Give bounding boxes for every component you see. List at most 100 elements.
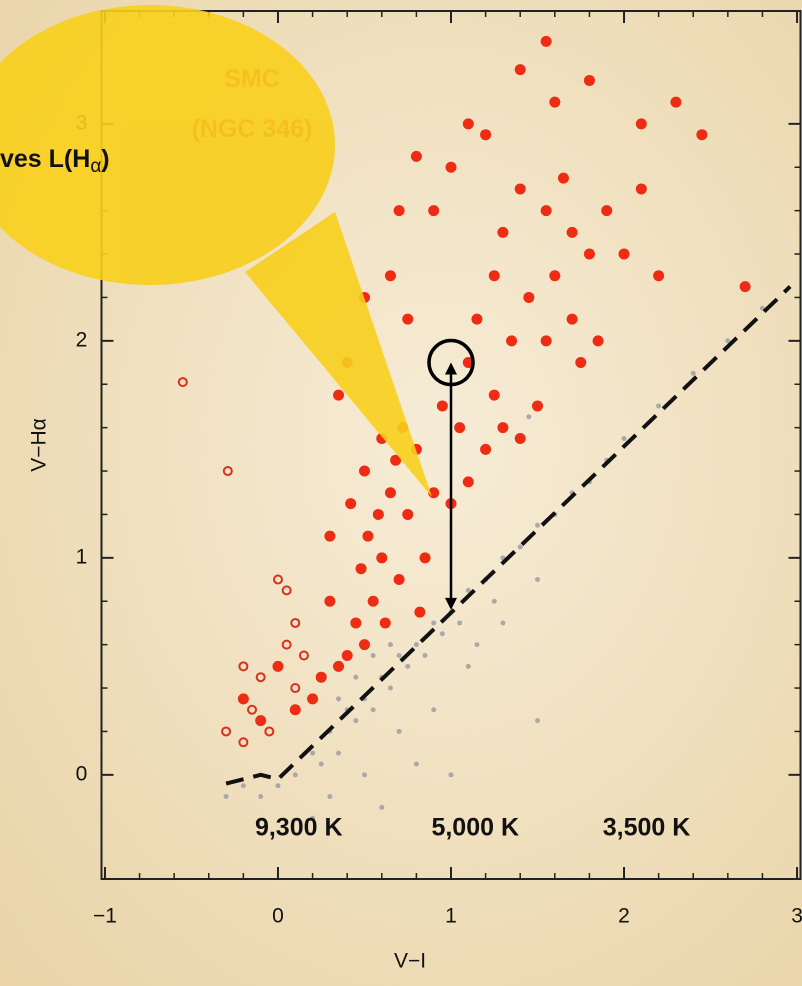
point bbox=[411, 151, 422, 162]
point bbox=[740, 281, 751, 292]
point bbox=[567, 227, 578, 238]
point bbox=[471, 314, 482, 325]
point bbox=[333, 390, 344, 401]
point bbox=[489, 270, 500, 281]
point bbox=[584, 249, 595, 260]
point bbox=[423, 653, 428, 658]
point bbox=[480, 129, 491, 140]
point bbox=[258, 794, 263, 799]
point bbox=[380, 617, 391, 628]
point bbox=[454, 422, 465, 433]
x-tick-label: 3 bbox=[791, 905, 802, 928]
point bbox=[394, 574, 405, 585]
point bbox=[474, 642, 479, 647]
point bbox=[619, 249, 630, 260]
point bbox=[532, 400, 543, 411]
point bbox=[333, 661, 344, 672]
point bbox=[500, 620, 505, 625]
point bbox=[670, 97, 681, 108]
point bbox=[535, 523, 540, 528]
point bbox=[316, 672, 327, 683]
x-tick-label: 0 bbox=[272, 905, 284, 928]
point bbox=[371, 707, 376, 712]
annotation-group: 5,000 K bbox=[431, 814, 519, 842]
point bbox=[368, 596, 379, 607]
point bbox=[336, 751, 341, 756]
point bbox=[359, 639, 370, 650]
callout-main: ves L(H bbox=[0, 145, 90, 173]
point bbox=[402, 314, 413, 325]
point bbox=[290, 704, 301, 715]
point bbox=[440, 631, 445, 636]
point bbox=[414, 607, 425, 618]
annotation: 3,500 K bbox=[603, 814, 691, 842]
point bbox=[397, 729, 402, 734]
point bbox=[350, 617, 361, 628]
point bbox=[449, 772, 454, 777]
point bbox=[359, 466, 370, 477]
y-axis-label: V−Hα bbox=[28, 418, 51, 472]
y-tick-label: 2 bbox=[76, 328, 88, 351]
point bbox=[272, 661, 283, 672]
point bbox=[388, 686, 393, 691]
point bbox=[327, 794, 332, 799]
point bbox=[293, 772, 298, 777]
point bbox=[601, 205, 612, 216]
point bbox=[388, 642, 393, 647]
point bbox=[653, 270, 664, 281]
point bbox=[373, 509, 384, 520]
x-tick-label: 2 bbox=[618, 905, 630, 928]
point bbox=[362, 772, 367, 777]
point bbox=[307, 693, 318, 704]
annotation-group: 3,500 K bbox=[603, 814, 691, 842]
point bbox=[362, 531, 373, 542]
point bbox=[437, 400, 448, 411]
annotation-group: 9,300 K bbox=[255, 814, 343, 842]
point bbox=[414, 761, 419, 766]
point bbox=[431, 620, 436, 625]
point bbox=[376, 552, 387, 563]
point bbox=[431, 707, 436, 712]
point bbox=[463, 118, 474, 129]
point bbox=[636, 118, 647, 129]
point bbox=[515, 64, 526, 75]
point bbox=[353, 675, 358, 680]
point bbox=[353, 718, 358, 723]
point bbox=[535, 718, 540, 723]
point bbox=[518, 544, 523, 549]
point bbox=[535, 577, 540, 582]
point bbox=[466, 664, 471, 669]
point bbox=[541, 205, 552, 216]
chart: −101230123 V−I V−Hα 9,300 K5,000 K3,500 … bbox=[0, 0, 802, 986]
point bbox=[371, 653, 376, 658]
point bbox=[414, 642, 419, 647]
point bbox=[402, 509, 413, 520]
point bbox=[420, 552, 431, 563]
point bbox=[636, 183, 647, 194]
point bbox=[489, 390, 500, 401]
point bbox=[342, 650, 353, 661]
point bbox=[385, 487, 396, 498]
annotation: 9,300 K bbox=[255, 814, 343, 842]
point bbox=[549, 97, 560, 108]
point bbox=[394, 205, 405, 216]
point bbox=[575, 357, 586, 368]
point bbox=[480, 444, 491, 455]
point bbox=[584, 75, 595, 86]
callout-subscript: α bbox=[90, 156, 101, 177]
point bbox=[238, 693, 249, 704]
point bbox=[492, 599, 497, 604]
point bbox=[526, 414, 531, 419]
point bbox=[523, 292, 534, 303]
point bbox=[549, 270, 560, 281]
point bbox=[310, 751, 315, 756]
point bbox=[345, 498, 356, 509]
point bbox=[379, 805, 384, 810]
x-axis-label: V−I bbox=[394, 950, 426, 973]
y-tick-label: 1 bbox=[76, 545, 88, 568]
point bbox=[691, 371, 696, 376]
point bbox=[255, 715, 266, 726]
point bbox=[515, 433, 526, 444]
callout-suffix: ) bbox=[101, 145, 109, 173]
point bbox=[405, 664, 410, 669]
